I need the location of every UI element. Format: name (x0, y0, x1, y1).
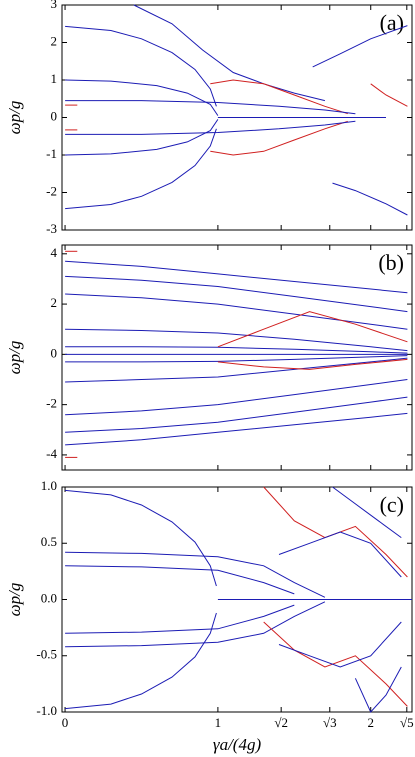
y-tick-label: -0.5 (36, 647, 57, 662)
curve (312, 25, 408, 68)
y-axis-label: ωp/g (5, 101, 24, 135)
y-tick-label: -2 (46, 396, 57, 411)
y-tick-label: -4 (46, 446, 57, 461)
y-tick-label: -2 (46, 183, 57, 198)
curve (65, 260, 408, 294)
curve (65, 601, 326, 648)
x-tick-label: √5 (400, 715, 414, 730)
x-tick-label: 0 (62, 715, 69, 730)
curve (65, 489, 217, 587)
curve (65, 128, 217, 210)
y-axis-label: ωp/g (5, 583, 24, 617)
curve (370, 83, 408, 107)
curve (65, 120, 356, 135)
y-tick-label: 0.0 (41, 590, 57, 605)
curve (210, 120, 348, 156)
curve (65, 293, 408, 330)
y-tick-label: 3 (51, 0, 58, 11)
curve (65, 604, 295, 634)
curve (65, 119, 219, 156)
curve (210, 79, 348, 115)
curve (263, 621, 408, 707)
curve (65, 79, 219, 116)
curve (65, 612, 217, 710)
curve (332, 182, 408, 216)
curve (278, 531, 402, 578)
x-tick-label: √2 (274, 715, 288, 730)
y-tick-label: 1 (51, 71, 58, 86)
y-tick-label: 0.5 (41, 534, 57, 549)
curve (65, 275, 408, 313)
curve (133, 4, 326, 102)
curve (332, 486, 402, 539)
x-tick-label: √3 (323, 715, 337, 730)
curve (217, 311, 408, 348)
curve (65, 357, 408, 383)
x-axis-label: γa/(4g) (213, 735, 262, 754)
y-tick-label: 2 (51, 295, 58, 310)
curve (65, 379, 408, 416)
curve (65, 355, 408, 363)
y-tick-label: 1.0 (41, 478, 57, 493)
curve (278, 621, 402, 668)
y-tick-label: -3 (46, 221, 57, 236)
curve (65, 346, 408, 354)
x-tick-label: 2 (367, 715, 374, 730)
panel-label: (c) (380, 492, 404, 517)
x-tick-label: 1 (215, 715, 222, 730)
y-tick-label: -1.0 (36, 703, 57, 718)
curve (65, 551, 326, 598)
y-tick-label: -1 (46, 146, 57, 161)
y-tick-label: 0 (51, 108, 58, 123)
y-tick-label: 2 (51, 33, 58, 48)
plot-frame (61, 244, 413, 471)
curve (354, 666, 402, 713)
curve (65, 412, 408, 446)
curve (65, 25, 217, 107)
curve (65, 328, 408, 352)
curve (65, 396, 408, 433)
panel-label: (b) (378, 250, 404, 275)
curve (217, 358, 408, 370)
y-axis-label: ωp/g (5, 341, 24, 375)
curve (65, 565, 295, 595)
curve (65, 100, 356, 115)
y-tick-label: 0 (51, 345, 58, 360)
y-tick-label: 4 (51, 245, 58, 260)
